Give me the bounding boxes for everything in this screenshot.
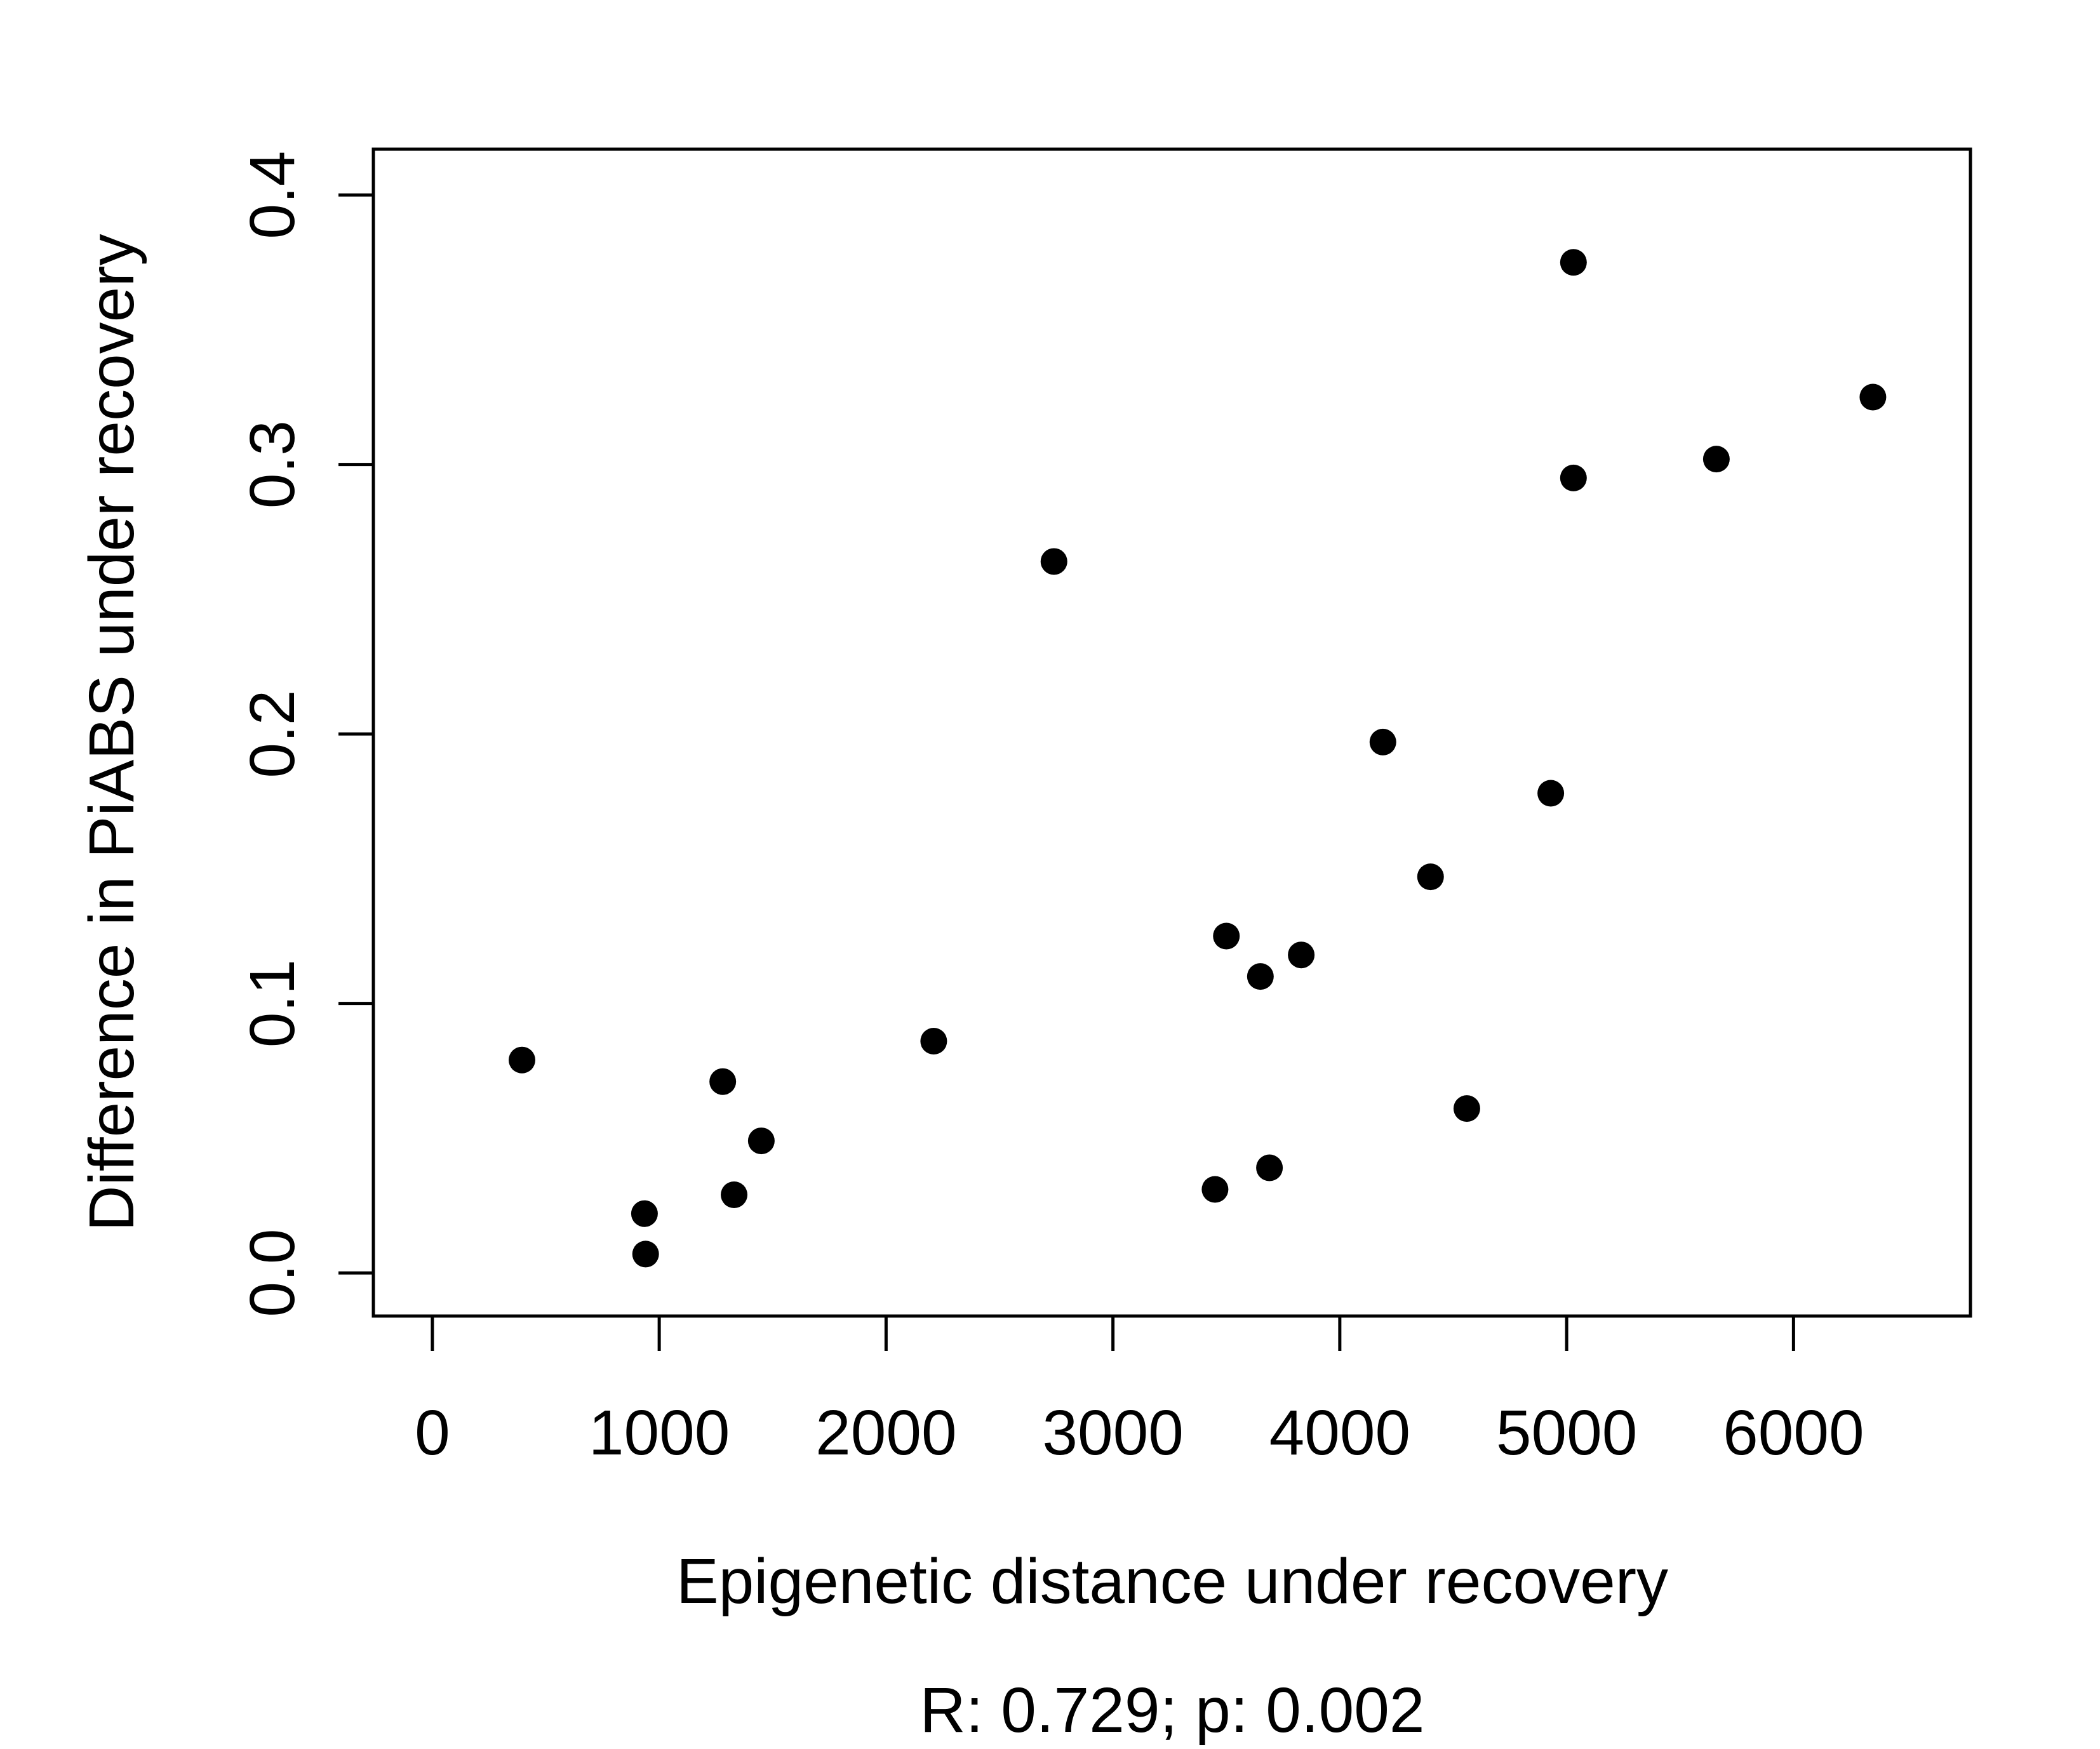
x-tick-label: 3000 xyxy=(1042,1397,1183,1468)
data-point xyxy=(1537,780,1565,807)
data-point xyxy=(1859,383,1887,411)
y-axis-title: Difference in PiABS under recovery xyxy=(76,234,147,1231)
data-point xyxy=(1453,1095,1480,1122)
data-point xyxy=(1040,548,1067,575)
data-point xyxy=(1560,249,1587,276)
x-tick-label: 4000 xyxy=(1269,1397,1410,1468)
data-point xyxy=(1256,1154,1283,1181)
x-axis-title: Epigenetic distance under recovery xyxy=(676,1546,1668,1617)
data-point xyxy=(631,1200,658,1227)
data-points xyxy=(508,249,1887,1268)
data-point xyxy=(1201,1176,1229,1203)
x-tick-label: 0 xyxy=(415,1397,450,1468)
data-point xyxy=(721,1181,748,1208)
data-point xyxy=(632,1240,659,1268)
data-point xyxy=(1560,464,1587,491)
data-point xyxy=(1288,941,1315,969)
data-point xyxy=(1247,963,1274,990)
y-tick-labels: 0.0 0.1 0.2 0.3 0.4 xyxy=(237,151,308,1317)
data-point xyxy=(920,1028,947,1055)
x-tick-labels: 0 1000 2000 3000 4000 5000 6000 xyxy=(415,1397,1864,1468)
data-point xyxy=(1369,728,1396,755)
x-tick-label: 6000 xyxy=(1723,1397,1864,1468)
correlation-annotation: R: 0.729; p: 0.002 xyxy=(920,1675,1424,1746)
y-tick-label: 0.3 xyxy=(237,420,308,509)
data-point xyxy=(1702,446,1730,473)
data-point xyxy=(1417,863,1444,891)
data-point xyxy=(747,1127,775,1155)
plot-frame xyxy=(371,147,1972,1318)
x-tick-label: 1000 xyxy=(589,1397,730,1468)
y-tick-label: 0.2 xyxy=(237,690,308,778)
data-point xyxy=(709,1068,737,1095)
y-tick-label: 0.0 xyxy=(237,1229,308,1317)
tick-marks xyxy=(338,193,1795,1351)
x-tick-label: 2000 xyxy=(815,1397,956,1468)
data-point xyxy=(508,1046,535,1074)
y-tick-label: 0.1 xyxy=(237,959,308,1047)
y-tick-label: 0.4 xyxy=(237,151,308,239)
x-tick-label: 5000 xyxy=(1496,1397,1637,1468)
data-point xyxy=(1213,922,1240,950)
